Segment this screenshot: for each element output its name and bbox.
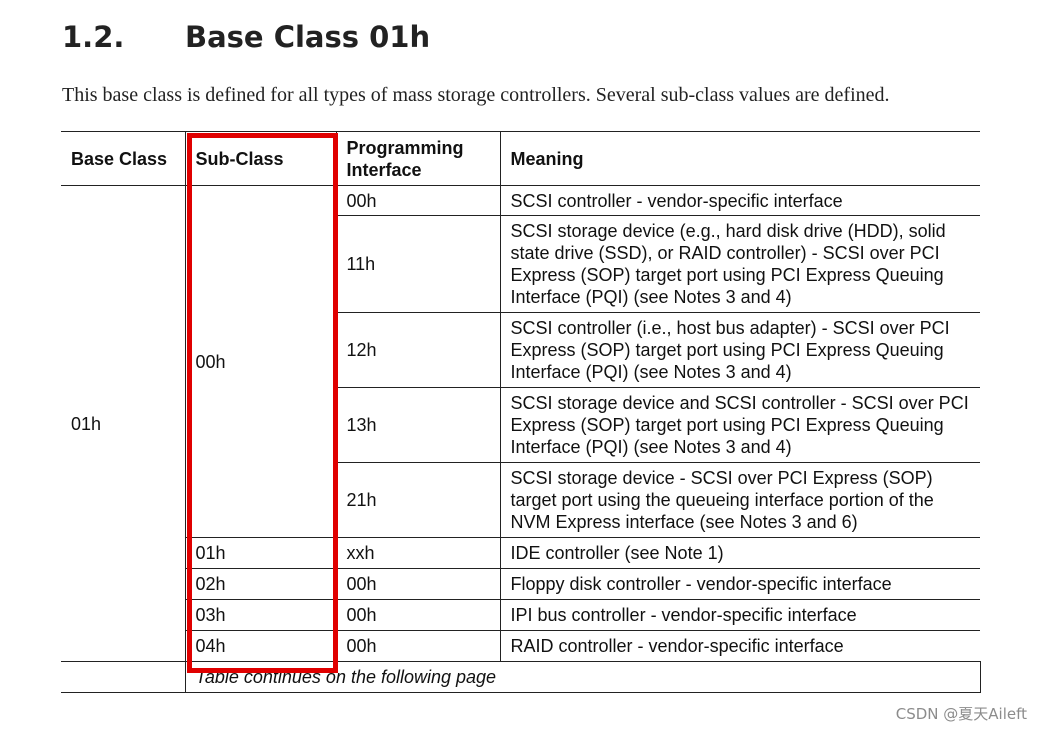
meaning-cell: SCSI storage device and SCSI controller … bbox=[499, 387, 980, 463]
table-header-row: Base Class Sub-Class Programming Interfa… bbox=[61, 131, 980, 186]
intro-paragraph: This base class is defined for all types… bbox=[62, 84, 890, 106]
meaning-cell: SCSI storage device - SCSI over PCI Expr… bbox=[499, 462, 980, 538]
table-row: 01h 00h 00h SCSI controller - vendor-spe… bbox=[61, 185, 980, 662]
footer-empty-cell bbox=[61, 661, 186, 693]
meaning-cell: SCSI storage device (e.g., hard disk dri… bbox=[499, 215, 980, 313]
table-row: 21h SCSI storage device - SCSI over PCI … bbox=[61, 462, 980, 538]
table-row: 12h SCSI controller (i.e., host bus adap… bbox=[61, 312, 980, 388]
header-base-class: Base Class bbox=[61, 131, 186, 186]
header-prog-if-line2: Interface bbox=[346, 159, 422, 180]
meaning-cell: IDE controller (see Note 1) bbox=[499, 537, 980, 569]
table-footer-row: Table continues on the following page bbox=[61, 661, 981, 693]
sub-class-cell: 03h bbox=[184, 599, 337, 631]
watermark: CSDN @夏天Aileft bbox=[895, 705, 1027, 723]
prog-if-cell: 00h bbox=[335, 185, 501, 216]
meaning-cell: Floppy disk controller - vendor-specific… bbox=[499, 568, 980, 600]
prog-if-cell: 11h bbox=[335, 215, 501, 313]
sub-class-cell: 04h bbox=[184, 630, 337, 662]
header-programming-interface: Programming Interface bbox=[335, 131, 501, 186]
header-meaning: Meaning bbox=[499, 131, 980, 186]
header-sub-class: Sub-Class bbox=[184, 131, 337, 186]
table-continues-note: Table continues on the following page bbox=[184, 661, 981, 693]
meaning-cell: IPI bus controller - vendor-specific int… bbox=[499, 599, 980, 631]
sub-class-cell: 00h bbox=[184, 185, 337, 538]
prog-if-cell: 00h bbox=[335, 568, 501, 600]
meaning-cell: SCSI controller (i.e., host bus adapter)… bbox=[499, 312, 980, 388]
prog-if-cell: 00h bbox=[335, 630, 501, 662]
header-prog-if-line1: Programming bbox=[346, 137, 464, 158]
prog-if-cell: 21h bbox=[335, 462, 501, 538]
prog-if-cell: 12h bbox=[335, 312, 501, 388]
base-class-table: Base Class Sub-Class Programming Interfa… bbox=[61, 131, 981, 693]
meaning-cell: SCSI controller - vendor-specific interf… bbox=[499, 185, 980, 216]
table-row: 01h xxh IDE controller (see Note 1) bbox=[61, 537, 980, 569]
section-title: Base Class 01h bbox=[185, 20, 431, 54]
sub-class-cell: 01h bbox=[184, 537, 337, 569]
table-row: 02h 00h Floppy disk controller - vendor-… bbox=[61, 568, 980, 600]
prog-if-cell: xxh bbox=[335, 537, 501, 569]
prog-if-cell: 00h bbox=[335, 599, 501, 631]
sub-class-cell: 02h bbox=[184, 568, 337, 600]
prog-if-cell: 13h bbox=[335, 387, 501, 463]
table-row: 03h 00h IPI bus controller - vendor-spec… bbox=[61, 599, 980, 631]
base-class-cell: 01h bbox=[61, 185, 186, 662]
table-row: 13h SCSI storage device and SCSI control… bbox=[61, 387, 980, 463]
section-number: 1.2. bbox=[62, 20, 125, 54]
meaning-cell: RAID controller - vendor-specific interf… bbox=[499, 630, 980, 662]
table-row: 04h 00h RAID controller - vendor-specifi… bbox=[61, 630, 980, 662]
